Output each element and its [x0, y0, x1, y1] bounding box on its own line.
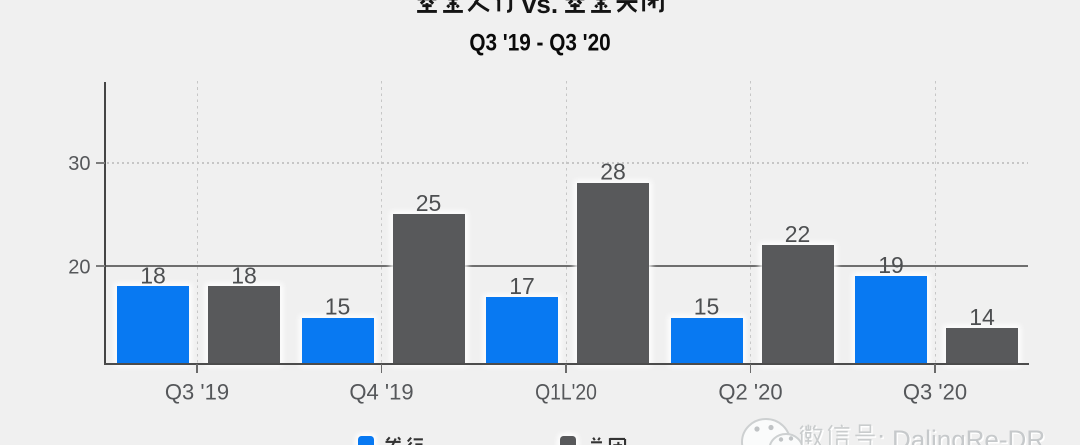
- svg-text:15: 15: [694, 294, 720, 320]
- svg-text:Q2 '20: Q2 '20: [718, 380, 782, 405]
- svg-text:: DalingRe-DR: : DalingRe-DR: [879, 426, 1047, 445]
- svg-text:: DalingRe-DR: : DalingRe-DR: [878, 425, 1046, 445]
- svg-text:Q4 '19: Q4 '19: [349, 380, 413, 405]
- svg-text:Q3 '19 - Q3 '20: Q3 '19 - Q3 '20: [469, 29, 610, 56]
- svg-text:Q3 '19: Q3 '19: [165, 380, 229, 405]
- svg-text:Q1L'20: Q1L'20: [535, 380, 597, 404]
- svg-text:15: 15: [325, 294, 351, 320]
- svg-text:Q3 '20: Q3 '20: [903, 380, 967, 405]
- svg-text:14: 14: [969, 304, 995, 330]
- svg-text:18: 18: [231, 262, 257, 288]
- svg-text:17: 17: [509, 273, 535, 299]
- svg-text:30: 30: [68, 153, 90, 175]
- svg-text:18: 18: [140, 262, 166, 288]
- svg-text:vs.: vs.: [522, 0, 558, 19]
- svg-text:28: 28: [600, 159, 626, 185]
- svg-text:25: 25: [416, 190, 442, 216]
- svg-text:20: 20: [68, 256, 90, 278]
- svg-text:22: 22: [785, 221, 811, 247]
- svg-text:19: 19: [878, 252, 904, 278]
